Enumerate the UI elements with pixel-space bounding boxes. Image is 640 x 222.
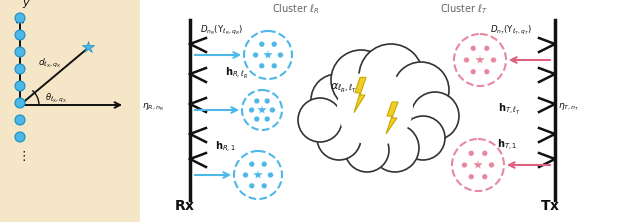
Text: $\mathbf{h}_{R,\ell_R}$: $\mathbf{h}_{R,\ell_R}$ xyxy=(225,66,248,81)
Text: $\mathbf{h}_{R,1}$: $\mathbf{h}_{R,1}$ xyxy=(215,140,236,155)
Circle shape xyxy=(264,116,270,122)
Circle shape xyxy=(463,57,469,63)
Circle shape xyxy=(337,70,413,146)
Circle shape xyxy=(317,116,361,160)
Circle shape xyxy=(461,162,467,168)
Circle shape xyxy=(271,63,277,69)
Circle shape xyxy=(269,107,275,113)
Circle shape xyxy=(15,30,25,40)
Text: $\mathbf{Tx}$: $\mathbf{Tx}$ xyxy=(540,199,560,213)
Text: $D_{n_R}(\Upsilon_{\ell_R,q_R})$: $D_{n_R}(\Upsilon_{\ell_R,q_R})$ xyxy=(200,23,243,37)
Circle shape xyxy=(470,69,476,75)
Circle shape xyxy=(253,52,259,58)
Circle shape xyxy=(262,161,267,167)
Circle shape xyxy=(249,107,255,113)
Circle shape xyxy=(15,81,25,91)
Text: $y$: $y$ xyxy=(22,0,31,10)
Circle shape xyxy=(470,46,476,51)
Circle shape xyxy=(298,98,342,142)
Circle shape xyxy=(454,34,506,86)
Circle shape xyxy=(491,57,497,63)
Circle shape xyxy=(262,183,267,189)
Text: $\theta_{\ell_{\rm X},q_{\rm X}}$: $\theta_{\ell_{\rm X},q_{\rm X}}$ xyxy=(45,91,67,105)
Text: $\eta_{T,n_T}$: $\eta_{T,n_T}$ xyxy=(558,101,580,113)
Circle shape xyxy=(484,69,490,75)
Text: Cluster $\ell_T$: Cluster $\ell_T$ xyxy=(440,2,488,16)
Text: $\vdots$: $\vdots$ xyxy=(184,176,192,189)
Circle shape xyxy=(264,98,270,104)
Circle shape xyxy=(243,172,248,178)
Circle shape xyxy=(15,64,25,74)
Circle shape xyxy=(259,63,264,69)
Circle shape xyxy=(271,41,277,47)
Circle shape xyxy=(345,128,389,172)
Circle shape xyxy=(15,47,25,57)
Circle shape xyxy=(254,116,260,122)
Circle shape xyxy=(244,31,292,79)
Text: $\vdots$: $\vdots$ xyxy=(17,149,26,163)
Polygon shape xyxy=(386,102,398,134)
Text: $\vdots$: $\vdots$ xyxy=(549,176,557,189)
Circle shape xyxy=(484,46,490,51)
Text: $D_{n_T}(\Upsilon_{\ell_T,q_T})$: $D_{n_T}(\Upsilon_{\ell_T,q_T})$ xyxy=(490,23,532,37)
Circle shape xyxy=(468,151,474,156)
Polygon shape xyxy=(354,77,366,113)
Circle shape xyxy=(393,62,449,118)
Text: $\mathbf{h}_{T,\ell_T}$: $\mathbf{h}_{T,\ell_T}$ xyxy=(498,102,521,117)
Circle shape xyxy=(234,151,282,199)
Circle shape xyxy=(278,52,284,58)
Circle shape xyxy=(259,41,264,47)
Circle shape xyxy=(242,90,282,130)
Circle shape xyxy=(452,139,504,191)
Circle shape xyxy=(249,161,255,167)
Circle shape xyxy=(489,162,494,168)
Circle shape xyxy=(15,132,25,142)
Circle shape xyxy=(411,92,459,140)
Circle shape xyxy=(15,115,25,125)
Text: $d_{\ell_{\rm X},q_{\rm X}}$: $d_{\ell_{\rm X},q_{\rm X}}$ xyxy=(38,56,61,69)
Circle shape xyxy=(311,74,363,126)
Text: $\alpha_{\ell_R,\ell_T}$: $\alpha_{\ell_R,\ell_T}$ xyxy=(330,82,357,95)
Circle shape xyxy=(401,116,445,160)
Text: $\mathbf{Rx}$: $\mathbf{Rx}$ xyxy=(174,199,195,213)
Circle shape xyxy=(15,13,25,23)
FancyBboxPatch shape xyxy=(0,0,140,222)
Circle shape xyxy=(482,174,488,180)
Circle shape xyxy=(254,98,260,104)
Text: Cluster $\ell_R$: Cluster $\ell_R$ xyxy=(272,2,320,16)
Circle shape xyxy=(268,172,273,178)
Circle shape xyxy=(359,44,423,108)
Circle shape xyxy=(15,98,25,108)
Circle shape xyxy=(482,151,488,156)
Circle shape xyxy=(468,174,474,180)
Circle shape xyxy=(249,183,255,189)
Circle shape xyxy=(371,124,419,172)
Text: $\eta_{R,n_R}$: $\eta_{R,n_R}$ xyxy=(142,101,164,113)
Circle shape xyxy=(331,50,391,110)
Text: $\mathbf{h}_{T,1}$: $\mathbf{h}_{T,1}$ xyxy=(497,138,517,153)
